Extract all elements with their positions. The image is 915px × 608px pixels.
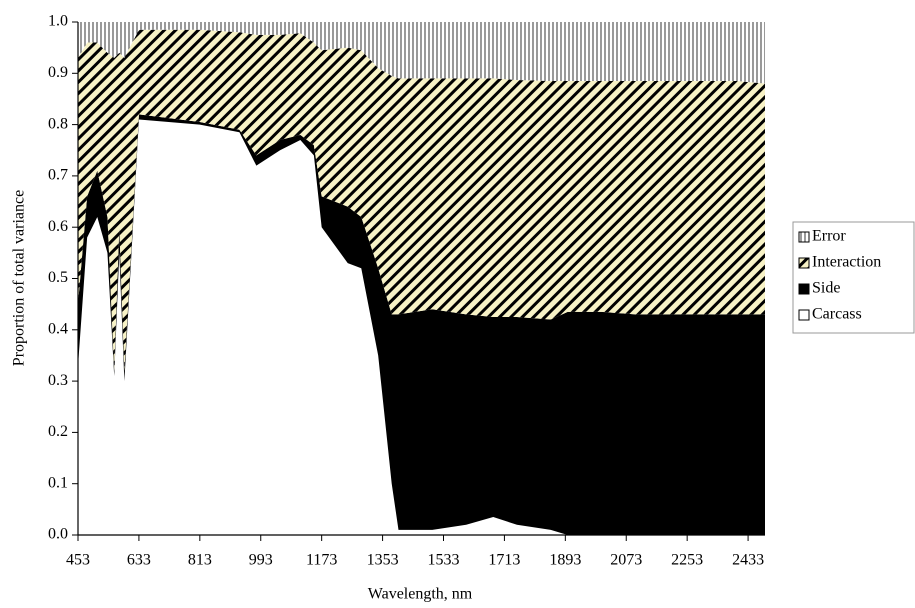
x-tick-label: 1893 [549, 552, 581, 569]
legend-label: Carcass [812, 306, 862, 323]
y-tick-label: 0.4 [48, 320, 68, 337]
legend-label: Error [812, 228, 846, 245]
x-tick-label: 633 [127, 552, 151, 569]
area [78, 114, 765, 535]
y-tick-label: 0.5 [48, 269, 68, 286]
legend-swatch [798, 309, 810, 321]
area [78, 119, 765, 535]
x-tick-label: 2253 [671, 552, 703, 569]
x-tick-label: 1353 [367, 552, 399, 569]
x-tick-label: 1533 [427, 552, 459, 569]
y-tick-label: 0.7 [48, 167, 68, 184]
y-tick-label: 1.0 [48, 13, 68, 30]
y-axis-title: Proportion of total variance [11, 190, 28, 366]
x-tick-label: 453 [66, 552, 90, 569]
y-tick-label: 0.6 [48, 218, 68, 235]
x-tick-label: 2433 [732, 552, 764, 569]
x-tick-label: 2073 [610, 552, 642, 569]
y-tick-label: 0.1 [48, 474, 68, 491]
y-tick-label: 0.8 [48, 115, 68, 132]
legend-label: Interaction [812, 254, 881, 271]
legend-swatch [798, 283, 810, 295]
y-tick-label: 0.2 [48, 423, 68, 440]
y-tick-label: 0.3 [48, 372, 68, 389]
legend-swatch [798, 231, 810, 243]
y-tick-label: 0.9 [48, 64, 68, 81]
x-tick-label: 1173 [306, 552, 337, 569]
area [78, 22, 765, 84]
legend-swatch [798, 257, 810, 269]
area [78, 29, 765, 371]
x-axis-title: Wavelength, nm [368, 586, 473, 603]
y-tick-label: 0.0 [48, 526, 68, 543]
x-tick-label: 993 [249, 552, 273, 569]
legend-box [792, 221, 915, 334]
legend-label: Side [812, 280, 840, 297]
x-tick-label: 1713 [488, 552, 520, 569]
x-tick-label: 813 [188, 552, 212, 569]
